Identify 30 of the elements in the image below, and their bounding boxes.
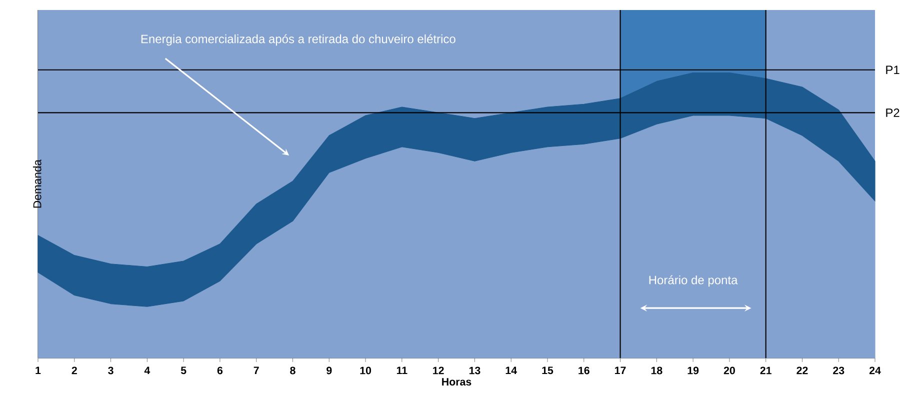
x-tick-label: 1 [36, 366, 41, 374]
x-tick-label: 24 [869, 366, 881, 374]
x-tick-label: 22 [796, 366, 808, 374]
text: Energia comercializada após a retirada do chuveiro elétrico [141, 34, 456, 46]
x-tick-label: 12 [433, 366, 444, 374]
x-tick-label: 13 [469, 366, 480, 374]
x-tick-label: 7 [254, 366, 259, 374]
x-axis-title: Horas [442, 378, 472, 386]
x-tick-label: 10 [360, 366, 372, 374]
x-tick-label: 6 [217, 366, 223, 374]
x-tick-label: 21 [760, 366, 772, 374]
x-tick-label: 11 [396, 366, 408, 374]
x-tick-label: 14 [506, 366, 517, 374]
x-tick-label: 15 [542, 366, 554, 374]
x-tick-label: 18 [651, 366, 662, 374]
band-label: Horário de ponta [649, 275, 738, 287]
x-tick-label: 9 [326, 366, 332, 374]
x-tick-label: 2 [72, 366, 77, 374]
ref-line-label: P2 [886, 108, 900, 117]
x-tick-label: 4 [144, 366, 150, 374]
x-tick-label: 19 [688, 366, 699, 374]
x-tick-label: 3 [108, 366, 114, 374]
x-tick-label: 16 [578, 366, 590, 374]
x-tick-label: 23 [833, 366, 844, 374]
x-tick-label: 17 [615, 366, 626, 374]
ref-line-label: P1 [886, 66, 900, 74]
x-tick-label: 8 [290, 366, 296, 374]
y-axis-title: Demanda [32, 159, 42, 208]
x-tick-label: 20 [724, 366, 735, 374]
x-tick-label: 5 [180, 366, 186, 374]
